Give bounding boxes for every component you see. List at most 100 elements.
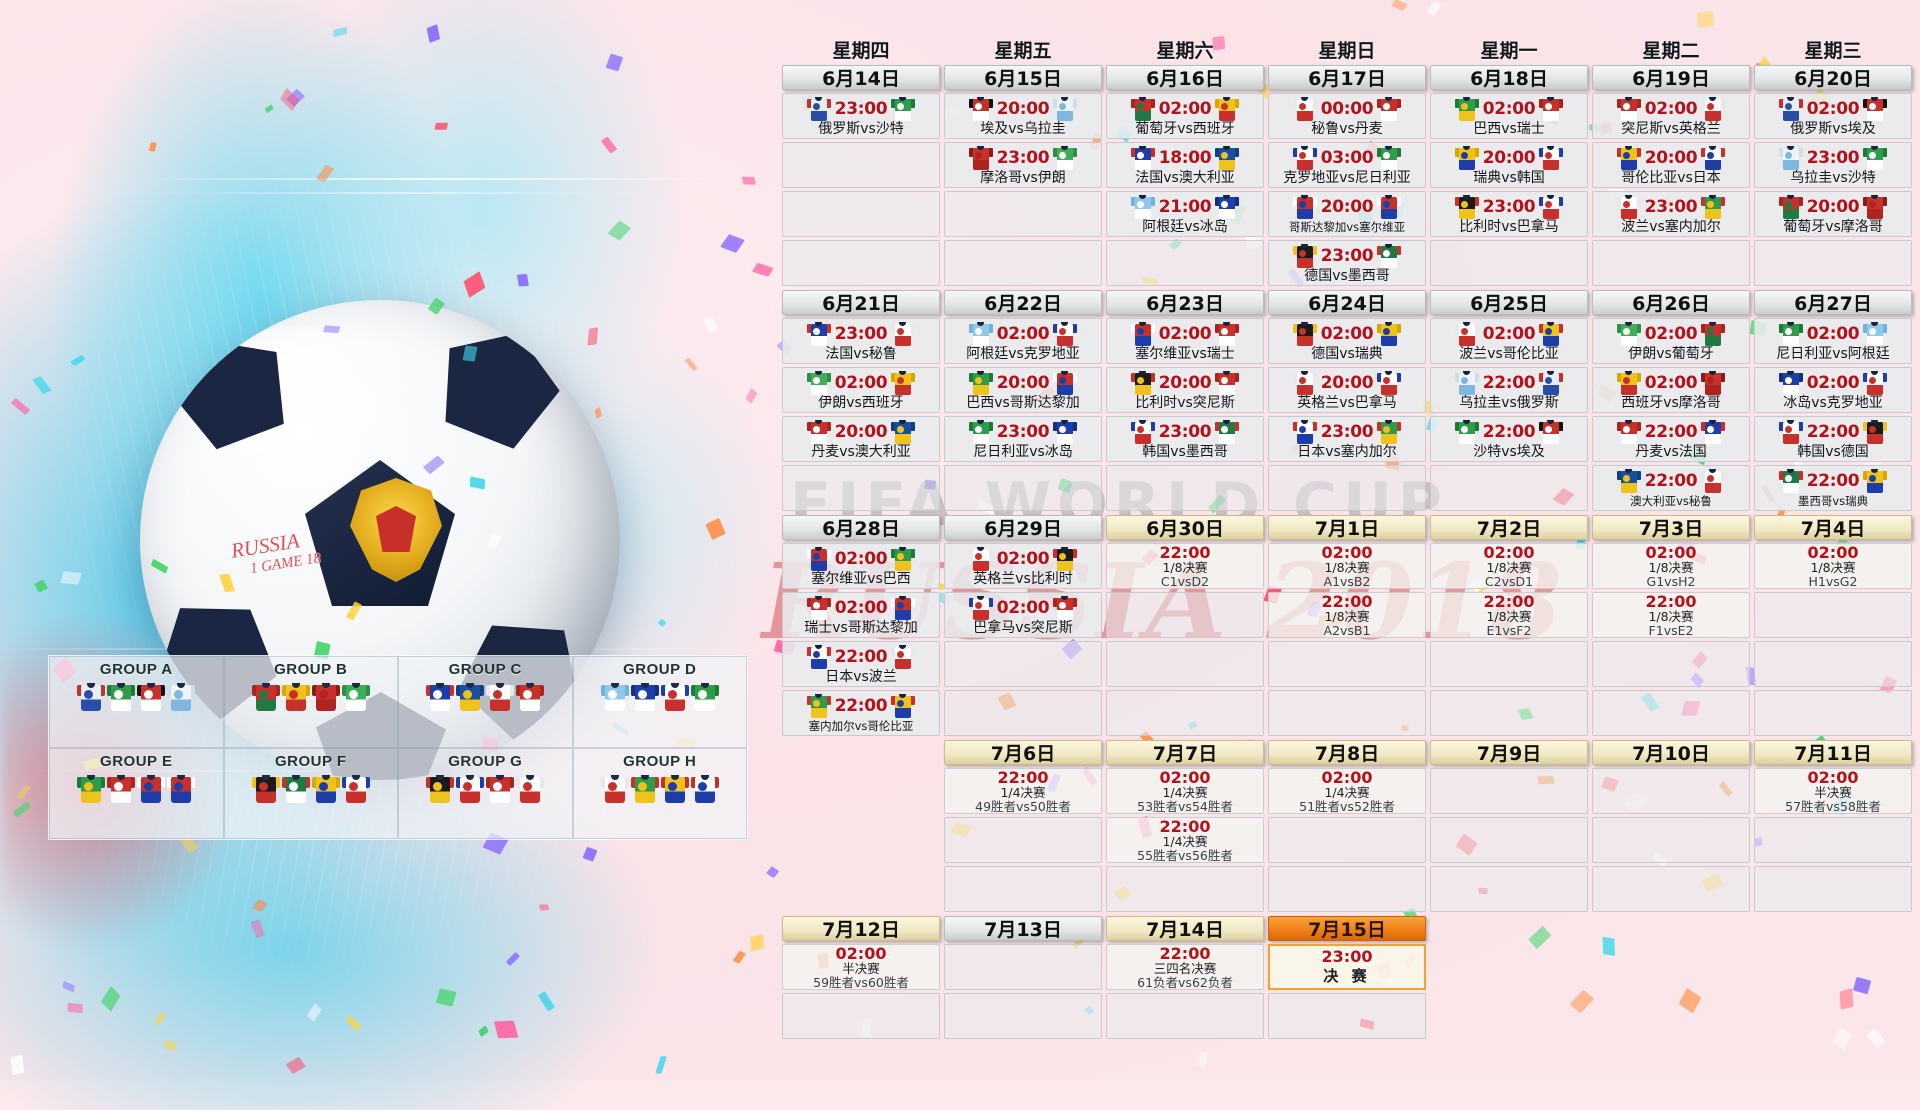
date-header[interactable]: 6月26日: [1592, 290, 1750, 315]
date-header[interactable]: 7月12日: [782, 916, 940, 941]
date-header[interactable]: 7月1日: [1268, 515, 1426, 540]
knockout-match-card[interactable]: 02:00 1/4决赛 53胜者vs54胜者: [1106, 768, 1264, 814]
match-card[interactable]: 20:00 瑞典vs韩国: [1430, 142, 1588, 188]
match-card[interactable]: 02:00 葡萄牙vs西班牙: [1106, 93, 1264, 139]
knockout-match-card[interactable]: 02:00 1/4决赛 51胜者vs52胜者: [1268, 768, 1426, 814]
match-card[interactable]: 02:00 塞尔维亚vs巴西: [782, 543, 940, 589]
date-header[interactable]: 6月19日: [1592, 65, 1750, 90]
date-header[interactable]: 7月11日: [1754, 740, 1912, 765]
group-card-g[interactable]: GROUP G: [398, 747, 573, 839]
knockout-match-card[interactable]: 22:00 1/4决赛 55胜者vs56胜者: [1106, 817, 1264, 863]
knockout-match-card[interactable]: 02:00 半决赛 57胜者vs58胜者: [1754, 768, 1912, 814]
knockout-match-card[interactable]: 02:00 1/8决赛 G1vsH2: [1592, 543, 1750, 589]
match-card[interactable]: 23:00 尼日利亚vs冰岛: [944, 416, 1102, 462]
match-card[interactable]: 23:00 乌拉圭vs沙特: [1754, 142, 1912, 188]
match-card[interactable]: 20:00 英格兰vs巴拿马: [1268, 367, 1426, 413]
match-card[interactable]: 02:00 英格兰vs比利时: [944, 543, 1102, 589]
date-header[interactable]: 6月29日: [944, 515, 1102, 540]
match-card[interactable]: 23:00 德国vs墨西哥: [1268, 240, 1426, 286]
date-header[interactable]: 6月24日: [1268, 290, 1426, 315]
match-card[interactable]: 20:00 埃及vs乌拉圭: [944, 93, 1102, 139]
match-card[interactable]: 02:00 西班牙vs摩洛哥: [1592, 367, 1750, 413]
date-header[interactable]: 7月2日: [1430, 515, 1588, 540]
match-card[interactable]: 21:00 阿根廷vs冰岛: [1106, 191, 1264, 237]
group-card-b[interactable]: GROUP B: [223, 656, 398, 748]
group-card-a[interactable]: GROUP A: [49, 656, 224, 748]
date-header[interactable]: 6月28日: [782, 515, 940, 540]
date-header[interactable]: 7月7日: [1106, 740, 1264, 765]
match-card[interactable]: 22:00 澳大利亚vs秘鲁: [1592, 465, 1750, 511]
match-card[interactable]: 02:00 巴西vs瑞士: [1430, 93, 1588, 139]
date-header[interactable]: 6月20日: [1754, 65, 1912, 90]
match-card[interactable]: 18:00 法国vs澳大利亚: [1106, 142, 1264, 188]
date-header[interactable]: 7月14日: [1106, 916, 1264, 941]
knockout-match-card[interactable]: 22:00 1/8决赛 E1vsF2: [1430, 592, 1588, 638]
date-header[interactable]: 6月16日: [1106, 65, 1264, 90]
date-header[interactable]: 6月18日: [1430, 65, 1588, 90]
match-card[interactable]: 02:00 俄罗斯vs埃及: [1754, 93, 1912, 139]
match-card[interactable]: 02:00 尼日利亚vs阿根廷: [1754, 318, 1912, 364]
match-card[interactable]: 02:00 阿根廷vs克罗地亚: [944, 318, 1102, 364]
match-card[interactable]: 23:00 法国vs秘鲁: [782, 318, 940, 364]
knockout-match-card[interactable]: 22:00 三四名决赛 61负者vs62负者: [1106, 944, 1264, 990]
match-card[interactable]: 02:00 巴拿马vs突尼斯: [944, 592, 1102, 638]
match-card[interactable]: 22:00 韩国vs德国: [1754, 416, 1912, 462]
group-card-d[interactable]: GROUP D: [572, 656, 747, 748]
group-card-f[interactable]: GROUP F: [223, 747, 398, 839]
match-card[interactable]: 02:00 冰岛vs克罗地亚: [1754, 367, 1912, 413]
knockout-match-card[interactable]: 02:00 1/8决赛 H1vsG2: [1754, 543, 1912, 589]
match-card[interactable]: 23:00 俄罗斯vs沙特: [782, 93, 940, 139]
date-header[interactable]: 7月9日: [1430, 740, 1588, 765]
match-card[interactable]: 23:00 日本vs塞内加尔: [1268, 416, 1426, 462]
date-header[interactable]: 6月27日: [1754, 290, 1912, 315]
date-header[interactable]: 7月10日: [1592, 740, 1750, 765]
match-card[interactable]: 02:00 瑞士vs哥斯达黎加: [782, 592, 940, 638]
knockout-match-card[interactable]: 22:00 1/8决赛 F1vsE2: [1592, 592, 1750, 638]
match-card[interactable]: 22:00 日本vs波兰: [782, 641, 940, 687]
match-card[interactable]: 02:00 伊朗vs葡萄牙: [1592, 318, 1750, 364]
knockout-match-card[interactable]: 22:00 1/4决赛 49胜者vs50胜者: [944, 768, 1102, 814]
date-header[interactable]: 7月8日: [1268, 740, 1426, 765]
match-card[interactable]: 20:00 比利时vs突尼斯: [1106, 367, 1264, 413]
knockout-match-card[interactable]: 02:00 1/8决赛 C2vsD1: [1430, 543, 1588, 589]
date-header[interactable]: 7月4日: [1754, 515, 1912, 540]
match-card[interactable]: 00:00 秘鲁vs丹麦: [1268, 93, 1426, 139]
date-header[interactable]: 6月21日: [782, 290, 940, 315]
match-card[interactable]: 02:00 突尼斯vs英格兰: [1592, 93, 1750, 139]
date-header[interactable]: 7月6日: [944, 740, 1102, 765]
match-card[interactable]: 22:00 沙特vs埃及: [1430, 416, 1588, 462]
date-header[interactable]: 6月22日: [944, 290, 1102, 315]
match-card[interactable]: 23:00 比利时vs巴拿马: [1430, 191, 1588, 237]
match-card[interactable]: 20:00 哥斯达黎加vs塞尔维亚: [1268, 191, 1426, 237]
match-card[interactable]: 02:00 波兰vs哥伦比亚: [1430, 318, 1588, 364]
match-card[interactable]: 22:00 墨西哥vs瑞典: [1754, 465, 1912, 511]
match-card[interactable]: 23:00 摩洛哥vs伊朗: [944, 142, 1102, 188]
date-header[interactable]: 6月30日: [1106, 515, 1264, 540]
date-header[interactable]: 6月17日: [1268, 65, 1426, 90]
date-header[interactable]: 6月14日: [782, 65, 940, 90]
knockout-match-card[interactable]: 02:00 1/8决赛 A1vsB2: [1268, 543, 1426, 589]
match-card[interactable]: 02:00 塞尔维亚vs瑞士: [1106, 318, 1264, 364]
date-header[interactable]: 6月15日: [944, 65, 1102, 90]
group-card-e[interactable]: GROUP E: [49, 747, 224, 839]
match-card[interactable]: 02:00 德国vs瑞典: [1268, 318, 1426, 364]
date-header[interactable]: 7月3日: [1592, 515, 1750, 540]
match-card[interactable]: 22:00 乌拉圭vs俄罗斯: [1430, 367, 1588, 413]
date-header[interactable]: 7月13日: [944, 916, 1102, 941]
match-card[interactable]: 20:00 哥伦比亚vs日本: [1592, 142, 1750, 188]
match-card[interactable]: 02:00 伊朗vs西班牙: [782, 367, 940, 413]
date-header[interactable]: 6月25日: [1430, 290, 1588, 315]
final-match-card[interactable]: 23:00 决 赛: [1268, 944, 1426, 990]
date-header[interactable]: 7月15日: [1268, 916, 1426, 941]
match-card[interactable]: 23:00 波兰vs塞内加尔: [1592, 191, 1750, 237]
knockout-match-card[interactable]: 22:00 1/8决赛 C1vsD2: [1106, 543, 1264, 589]
match-card[interactable]: 22:00 丹麦vs法国: [1592, 416, 1750, 462]
match-card[interactable]: 20:00 巴西vs哥斯达黎加: [944, 367, 1102, 413]
group-card-c[interactable]: GROUP C: [398, 656, 573, 748]
match-card[interactable]: 23:00 韩国vs墨西哥: [1106, 416, 1264, 462]
group-card-h[interactable]: GROUP H: [572, 747, 747, 839]
knockout-match-card[interactable]: 22:00 1/8决赛 A2vsB1: [1268, 592, 1426, 638]
match-card[interactable]: 22:00 塞内加尔vs哥伦比亚: [782, 690, 940, 736]
date-header[interactable]: 6月23日: [1106, 290, 1264, 315]
match-card[interactable]: 20:00 丹麦vs澳大利亚: [782, 416, 940, 462]
